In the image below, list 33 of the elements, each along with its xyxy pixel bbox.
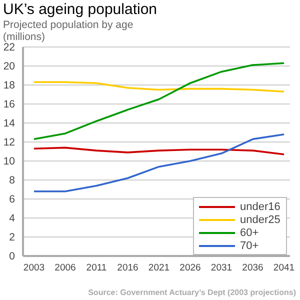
- chart-subtitle: Projected population by age: [3, 19, 134, 31]
- y-tick-label: 0: [9, 250, 16, 263]
- y-tick-label: 12: [3, 136, 16, 149]
- y-tick-label: 8: [9, 174, 16, 187]
- legend-label: under25: [240, 214, 280, 226]
- line-series: [33, 62, 285, 140]
- line-series: [33, 134, 285, 192]
- legend-label: under16: [240, 200, 280, 212]
- line-series: [33, 146, 285, 156]
- y-tick-label: 18: [3, 80, 16, 92]
- x-tick-label: 2031: [210, 262, 232, 274]
- legend-label: 60+: [240, 226, 259, 238]
- y-tick-label: 4: [9, 212, 16, 225]
- y-axis-title: (millions): [3, 31, 45, 43]
- y-tick-label: 6: [9, 194, 16, 206]
- x-tick-label: 2026: [180, 262, 201, 274]
- source-note: Source: Government Actuary’s Dept (2003 projections): [88, 288, 296, 297]
- x-tick-label: 2016: [117, 262, 138, 274]
- legend-label: 70+: [240, 240, 259, 252]
- x-tick-label: 2036: [242, 262, 264, 274]
- chart-title: UK’s ageing population: [3, 1, 158, 18]
- line-series: [33, 81, 285, 93]
- y-tick-label: 16: [3, 98, 16, 111]
- y-tick-label: 22: [3, 42, 16, 54]
- x-tick-label: 2006: [54, 262, 76, 274]
- x-tick-label: 2041: [273, 262, 295, 274]
- y-tick-label: 20: [3, 60, 16, 73]
- y-tick-label: 2: [9, 232, 16, 244]
- x-tick-label: 2021: [148, 262, 170, 274]
- x-tick-label: 2003: [23, 262, 45, 274]
- x-tick-label: 2011: [86, 262, 107, 274]
- y-tick-label: 14: [3, 118, 16, 130]
- y-tick-label: 10: [3, 156, 16, 168]
